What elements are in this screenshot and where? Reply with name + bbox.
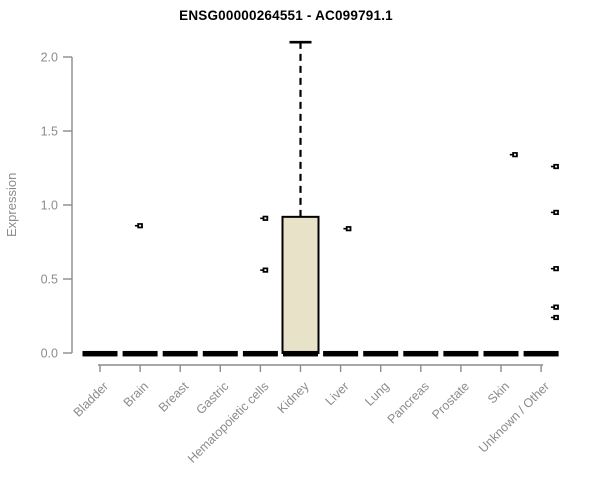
x-tick-label: Gastric [194,379,232,417]
outlier-marker-center [555,306,558,309]
chart-title: ENSG00000264551 - AC099791.1 [179,8,393,23]
median-bar [242,350,278,357]
median-bar [323,350,359,357]
outlier-marker-center [264,217,267,220]
y-tick-label: 2.0 [41,51,58,65]
median-bar [483,350,519,357]
median-bar [443,350,479,357]
x-tick-label: Kidney [275,379,312,416]
x-tick-label: Breast [156,379,192,415]
y-tick-label: 1.5 [41,125,58,139]
x-tick-label: Skin [485,379,512,406]
outlier-marker-center [555,267,558,270]
outlier-marker-center [555,211,558,214]
median-bar [82,350,118,357]
outlier-marker-center [555,165,558,168]
y-tick-label: 0.5 [41,273,58,287]
x-tick-label: Unknown / Other [476,379,552,455]
outlier-marker-center [139,224,142,227]
median-bar [363,350,399,357]
y-tick-label: 1.0 [41,199,58,213]
x-tick-label: Lung [362,379,392,409]
outlier-marker-center [264,269,267,272]
outlier-marker-center [514,153,516,156]
median-bar [403,350,439,357]
box-kidney [281,215,320,354]
x-tick-label: Liver [323,379,352,408]
median-bar [202,350,238,357]
y-tick-label: 0.0 [41,347,58,361]
median-bar [122,350,158,357]
median-bar [523,350,559,357]
median-bar [162,350,198,357]
x-tick-label: Pancreas [385,379,432,426]
x-tick-label: Brain [121,379,152,410]
x-tick-label: Prostate [429,379,472,422]
outlier-marker-center [347,227,350,230]
x-tick-label: Bladder [71,379,111,419]
outlier-marker-center [555,316,558,319]
median-bar [283,350,318,357]
